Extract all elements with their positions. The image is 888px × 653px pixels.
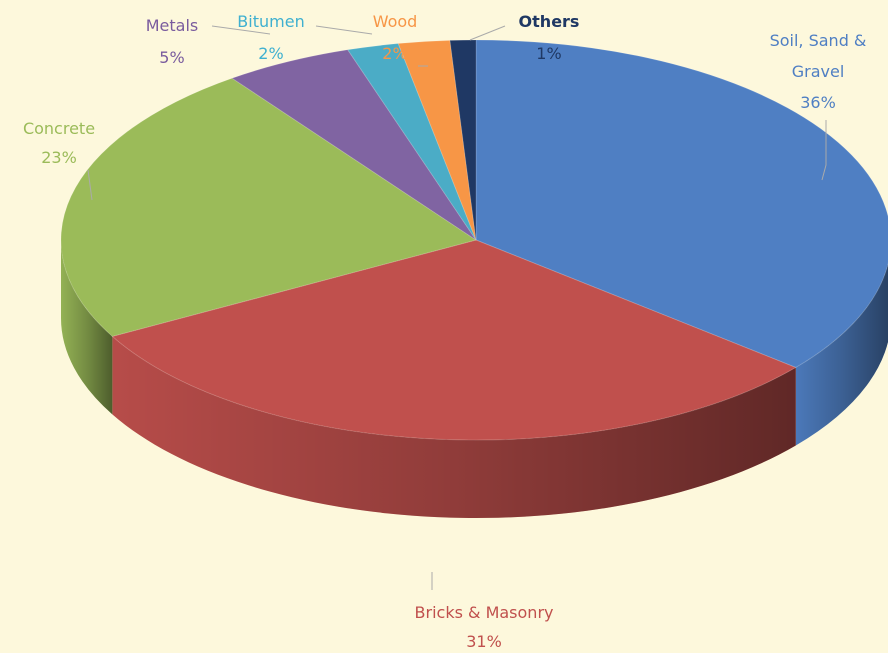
label-bricks-masonry-pct: 31% [466, 632, 502, 651]
leader-line-6 [469, 25, 506, 41]
pie-slice-bricks-masonry [111, 239, 797, 441]
label-bitumen: Bitumen [237, 12, 304, 31]
label-metals-pct: 5% [159, 48, 184, 67]
pie-slice-wood [397, 39, 477, 241]
label-bricks-masonry: Bricks & Masonry [415, 603, 554, 622]
label-wood-pct: 2% [382, 44, 407, 63]
label-concrete-pct: 23% [41, 148, 77, 167]
pie-slice-soil-sand-gravel [475, 39, 888, 369]
leader-lines [87, 25, 827, 590]
pie-side-concrete [61, 240, 113, 415]
label-soil-sand-gravel-pct: 36% [800, 93, 836, 112]
label-bitumen-pct: 2% [258, 44, 283, 63]
label-soil-sand-gravel-line1: Soil, Sand & [770, 31, 867, 50]
label-others-pct: 1% [536, 44, 561, 63]
pie-tops [60, 39, 888, 441]
pie-side-shade-concrete [61, 240, 113, 415]
pie-slice-bitumen [346, 43, 477, 241]
pie-side-bricks-masonry [112, 336, 796, 518]
leader-line-3 [211, 25, 271, 35]
label-others: Others [519, 12, 580, 31]
leader-line-2 [87, 169, 93, 201]
label-soil-sand-gravel-line2: Gravel [792, 62, 845, 81]
pie-slice-concrete [60, 77, 478, 337]
leader-line-0 [821, 120, 827, 181]
label-wood: Wood [373, 12, 418, 31]
pie-side-soil-sand-gravel [795, 263, 888, 446]
pie-slice-metals [230, 49, 477, 241]
label-metals: Metals [146, 16, 199, 35]
pie-slice-others [449, 39, 477, 241]
pie-side-shade-bricks-masonry [112, 336, 796, 518]
label-concrete: Concrete [23, 119, 95, 138]
leader-line-4 [315, 25, 373, 35]
pie-sides [61, 240, 888, 518]
pie-side-shade-soil-sand-gravel [795, 263, 888, 446]
